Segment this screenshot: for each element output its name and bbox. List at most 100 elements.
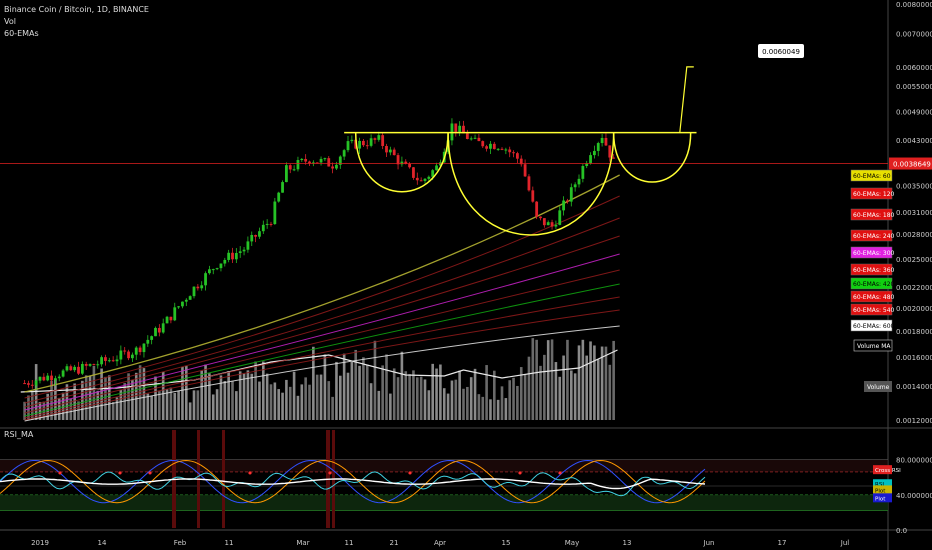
- volume-bar: [27, 395, 30, 420]
- price-tick-label: 0.0028000: [896, 231, 932, 239]
- candle-body: [465, 133, 469, 140]
- rsi-cross-dot: [328, 471, 332, 475]
- price-tick-label: 0.0012000: [896, 417, 932, 425]
- candle-body: [369, 138, 373, 146]
- volume-bar: [281, 392, 284, 420]
- price-tick-label: 0.0035000: [896, 182, 932, 190]
- volume-bar: [589, 341, 592, 420]
- volume-bar: [496, 399, 500, 420]
- right-cup: [612, 132, 692, 183]
- candle-body: [77, 366, 80, 374]
- volume-bar: [161, 371, 165, 420]
- candle-body: [388, 149, 392, 153]
- candle-body: [80, 363, 84, 374]
- volume-bar: [38, 401, 42, 420]
- volume-bar: [84, 375, 88, 420]
- volume-bar: [396, 377, 400, 420]
- volume-bar: [504, 398, 508, 420]
- volume-bar: [254, 361, 257, 420]
- rsi-oscillator-fast: [0, 459, 706, 504]
- candle-body: [265, 223, 269, 225]
- candle-body: [188, 296, 192, 300]
- candle-body: [234, 252, 238, 260]
- volume-ma-line: [20, 349, 618, 393]
- candle-body: [92, 364, 96, 366]
- time-tick-label: Feb: [174, 539, 187, 547]
- candle-body: [542, 218, 546, 226]
- volume-bar: [593, 345, 596, 420]
- volume-bar: [466, 386, 469, 420]
- candle-body: [96, 364, 100, 366]
- candle-body: [365, 145, 369, 147]
- candle-body: [427, 176, 431, 179]
- volume-bar: [300, 384, 304, 420]
- ema-label-badge: [850, 169, 893, 182]
- ema-label-badge: [850, 263, 893, 276]
- candle-body: [331, 166, 334, 169]
- candle-body: [512, 152, 515, 154]
- volume-bar: [508, 380, 511, 420]
- rsi-cross-dot: [248, 471, 252, 475]
- candle-body: [177, 306, 180, 308]
- candle-body: [481, 141, 485, 147]
- candle-body: [146, 339, 150, 344]
- volume-bar: [423, 379, 427, 420]
- rsi-side-label: RSI: [875, 482, 884, 488]
- time-tick-label: Jul: [840, 539, 850, 547]
- candles: [23, 118, 616, 390]
- volume-bar: [354, 349, 357, 420]
- candle-body: [38, 376, 42, 381]
- candle-body: [269, 223, 273, 225]
- candle-body: [573, 184, 577, 188]
- candle-body: [408, 163, 411, 168]
- volume-bar: [46, 393, 49, 420]
- volume-bar: [442, 388, 446, 420]
- volume-bar: [223, 380, 227, 420]
- candle-body: [535, 201, 539, 217]
- candle-body: [400, 161, 404, 165]
- volume-bar: [527, 356, 531, 420]
- volume-bar: [134, 372, 138, 420]
- volume-bar: [408, 374, 411, 420]
- candle-body: [181, 301, 184, 307]
- volume-ma-badge: [853, 339, 893, 352]
- candle-body: [223, 259, 227, 264]
- volume-bar: [604, 346, 608, 420]
- ema-label-text: 60-EMAs: 480: [853, 294, 895, 301]
- volume-bar: [146, 393, 150, 420]
- volume-bar: [34, 364, 38, 420]
- volume-bar: [339, 375, 342, 420]
- volume-bar: [238, 371, 242, 420]
- candle-body: [42, 376, 46, 381]
- ema-label-badge: [850, 319, 893, 332]
- volume-bar: [262, 361, 265, 420]
- current-price-label: 0.0038649: [893, 161, 931, 169]
- candle-body: [300, 158, 304, 161]
- candle-body: [519, 158, 523, 165]
- volume-bar: [165, 389, 169, 420]
- volume-bar: [231, 380, 234, 420]
- candle-body: [131, 354, 134, 359]
- volume-bar: [358, 365, 361, 420]
- volume-bar: [535, 339, 538, 420]
- candle-body: [57, 376, 61, 379]
- candle-body: [319, 158, 323, 163]
- volume-bar: [108, 375, 111, 420]
- candle-body: [473, 137, 477, 139]
- candle-body: [485, 146, 488, 149]
- ema-line: [24, 195, 620, 399]
- candle-body: [362, 140, 365, 146]
- candle-body: [292, 169, 296, 171]
- ema-label-badge: [850, 303, 893, 316]
- volume-bar: [265, 373, 269, 420]
- candle-body: [138, 347, 142, 353]
- candle-body: [562, 200, 565, 211]
- volume-bar: [481, 396, 485, 420]
- volume-bar: [88, 375, 92, 420]
- rsi-cross-dot: [118, 471, 122, 475]
- time-tick-label: 21: [390, 539, 399, 547]
- candle-body: [127, 351, 130, 359]
- candle-body: [46, 375, 50, 381]
- volume-bar: [119, 389, 123, 420]
- volume-bar: [416, 377, 419, 420]
